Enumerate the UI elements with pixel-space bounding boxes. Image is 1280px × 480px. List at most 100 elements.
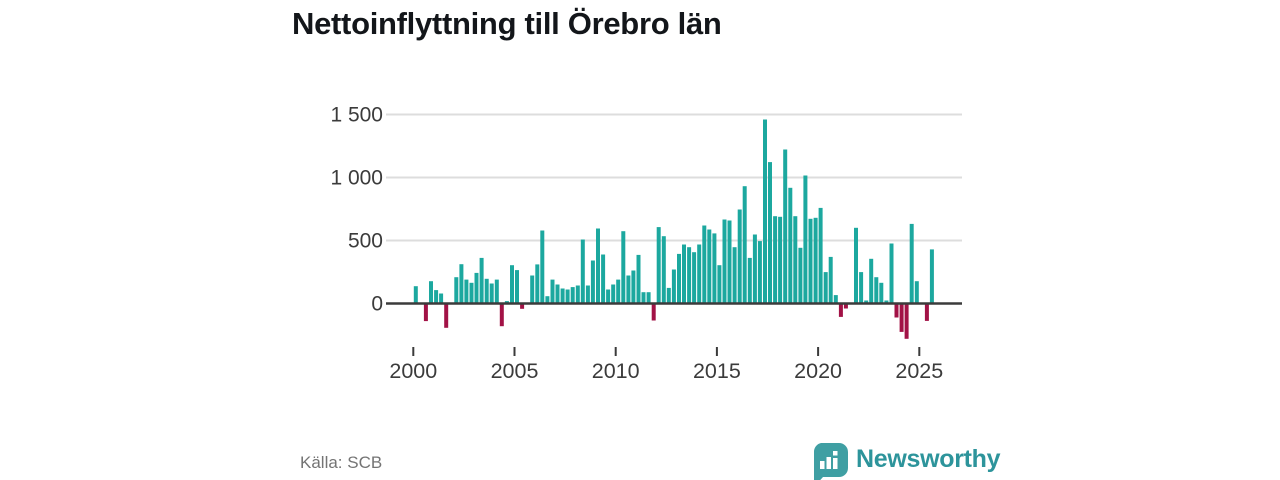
x-axis-label: 2005 [491,359,539,383]
bar-positive [434,290,439,304]
x-axis-tick [513,347,516,356]
bar-positive [474,272,479,304]
bar-positive [570,287,575,304]
bar-positive [631,270,636,304]
x-axis-tick [715,347,718,356]
gridline [386,176,962,179]
bar-positive [484,278,489,304]
bar-positive [768,162,772,304]
bar-positive [656,227,661,304]
bar-positive [828,256,833,304]
bar-positive [909,223,914,304]
x-axis-label: 2010 [592,359,640,383]
bar-positive [621,231,626,304]
bar-positive [869,258,874,304]
bar-positive [575,285,580,304]
bar-positive [565,289,570,304]
bar-positive [590,260,595,304]
y-axis-label: 0 [371,293,383,316]
bar-positive [429,281,433,304]
bar-positive [550,279,555,304]
source-note: Källa: SCB [300,453,383,472]
gridline [386,239,962,242]
bar-positive [636,254,641,304]
x-axis-label: 2015 [693,359,741,383]
bar-negative [924,303,929,321]
bar-positive [889,243,894,304]
bar-negative [499,303,504,327]
bar-positive [763,119,767,304]
bar-positive [813,217,818,304]
bar-positive [859,272,864,304]
bar-positive [884,300,889,304]
bar-positive [611,284,616,304]
x-axis-label: 2020 [794,359,842,383]
bar-positive [464,279,469,304]
x-axis-tick [412,347,415,356]
bar-positive [697,244,702,304]
bar-positive [585,285,590,304]
bar-positive [601,254,606,304]
bar-positive [929,249,934,304]
bar-negative [894,303,899,318]
bar-positive [580,239,585,304]
chart-title: Nettoinflyttning till Örebro län [292,6,722,41]
bar-positive [413,286,418,304]
bar-positive [793,216,798,304]
bar-positive [757,241,762,304]
bar-positive [596,228,600,304]
bar-positive [783,149,788,304]
bar-chart-speech-bubble-icon [813,443,848,480]
bar-negative [651,303,656,321]
bar-positive [752,234,757,304]
y-axis-label: 500 [348,230,383,253]
bar-positive [833,295,838,304]
bar-positive [773,216,778,304]
bar-positive [682,244,686,304]
bar-positive [646,292,651,304]
bar-positive [788,187,793,304]
x-axis-label: 2000 [389,359,437,383]
bar-positive [747,257,752,304]
bar-positive [778,216,783,304]
bar-negative [843,303,848,309]
bar-positive [469,282,474,304]
bar-positive [530,275,535,304]
bar-positive [479,257,484,304]
bar-positive [803,175,808,304]
x-axis-tick [817,347,820,356]
bar-positive [702,225,707,304]
x-axis-line [386,302,962,305]
bar-positive [540,230,545,304]
gridline [386,113,962,116]
bar-positive [823,272,828,304]
bar-positive [808,218,813,304]
bar-positive [712,233,717,304]
bar-positive [732,247,737,304]
bar-positive [560,288,565,304]
bar-positive [489,283,494,304]
x-axis-tick [918,347,921,356]
bar-negative [520,303,525,309]
bar-negative [444,303,449,328]
bar-positive [606,289,611,304]
bar-positive [677,253,681,304]
bar-negative [899,303,904,332]
bar-positive [854,227,858,304]
brand-name: Newsworthy [856,445,1001,473]
bar-positive [742,186,747,304]
bar-positive [555,284,560,304]
bar-positive [737,209,742,304]
bar-positive [535,264,540,304]
brand-logo: Newsworthy [812,443,1001,480]
bar-negative [423,303,428,322]
x-axis-tick [614,347,617,356]
y-axis-label: 1 000 [330,167,383,190]
bar-positive [545,296,550,304]
bar-positive [818,207,823,304]
bar-positive [687,247,692,304]
bar-positive [722,219,727,304]
bar-positive [626,275,631,304]
x-axis-label: 2025 [895,359,943,383]
